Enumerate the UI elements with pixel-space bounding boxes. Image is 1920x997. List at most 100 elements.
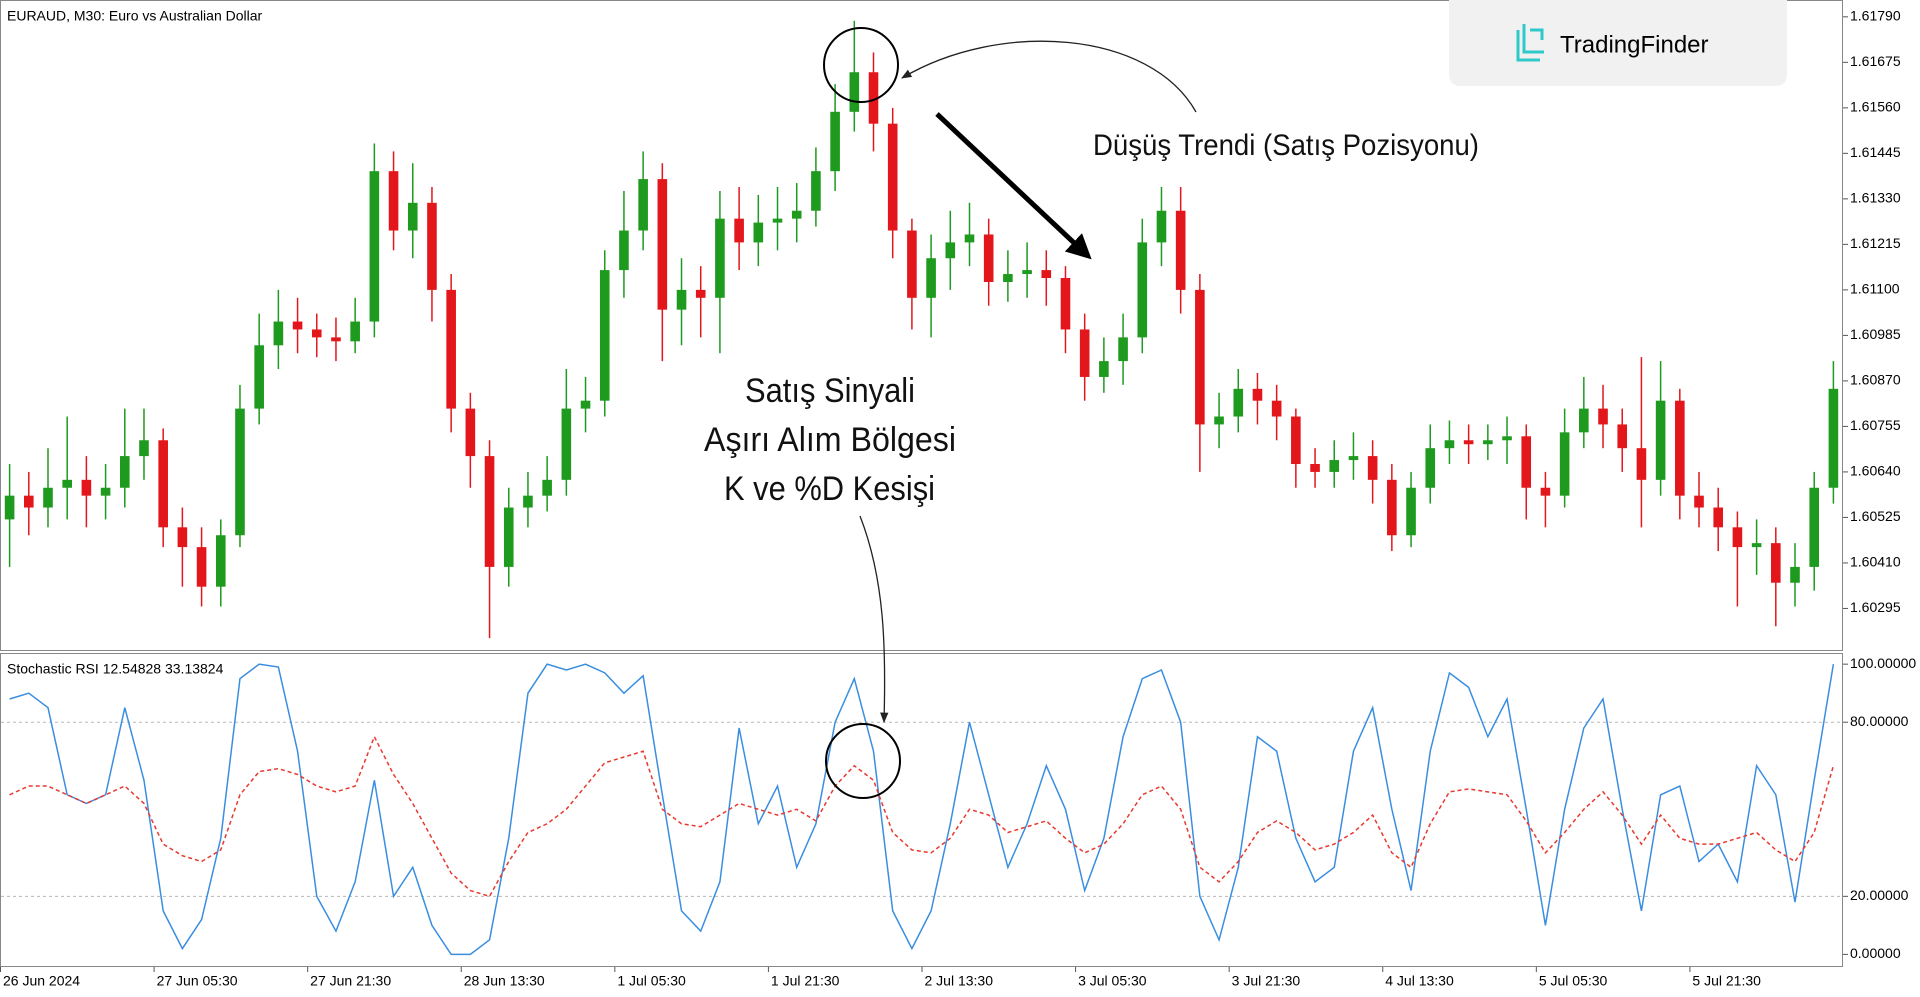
x-tick-label: 27 Jun 21:30: [310, 973, 391, 989]
x-tick-label: 2 Jul 13:30: [925, 973, 994, 989]
candle-body: [1579, 408, 1589, 433]
indicator-frame: [0, 653, 1843, 967]
y-tick-label: 0.00000: [1850, 945, 1901, 961]
candle-body: [1617, 424, 1628, 449]
candle-body: [561, 408, 572, 480]
candle-body: [695, 289, 706, 298]
y-tick-label: 1.60640: [1850, 463, 1901, 479]
candle-body: [254, 345, 264, 409]
logo-text: TradingFinder: [1560, 31, 1709, 58]
candle-body: [1195, 289, 1205, 425]
candle-body: [1041, 270, 1052, 279]
candle-body: [830, 111, 840, 172]
candle-body: [1463, 440, 1474, 445]
y-tick-label: 1.60525: [1850, 508, 1901, 524]
callout-arrow: [859, 515, 889, 724]
candle-body: [753, 222, 764, 243]
candle-body: [484, 456, 495, 567]
candle-body: [1675, 400, 1685, 496]
annotation: Düşüş Trendi (Satış Pozisyonu): [1093, 129, 1479, 162]
candle-body: [1771, 543, 1781, 583]
candle-body: [465, 408, 476, 457]
y-tick-label: 100.00000: [1850, 655, 1916, 671]
y-tick-label: 1.61445: [1850, 144, 1901, 160]
candle-body: [638, 179, 648, 231]
candle-body: [1118, 337, 1128, 362]
candle-body: [23, 495, 34, 508]
x-tick-label: 4 Jul 13:30: [1385, 973, 1454, 989]
candle-body: [139, 440, 149, 457]
candle-body: [657, 179, 668, 310]
candle-body: [1502, 436, 1512, 441]
candle-body: [1636, 448, 1647, 480]
candle-body: [734, 218, 744, 243]
y-tick-label: 1.60410: [1850, 554, 1901, 570]
candle-body: [715, 218, 725, 298]
candle-body: [926, 258, 936, 298]
candle-body: [100, 487, 111, 496]
candle-body: [292, 321, 303, 330]
x-tick-label: 1 Jul 05:30: [617, 973, 686, 989]
candle-body: [1003, 274, 1013, 282]
candle-body: [1233, 388, 1244, 417]
candle-body: [1348, 456, 1359, 461]
y-tick-label: 80.00000: [1850, 713, 1909, 729]
callout-arrow: [901, 40, 1197, 113]
candle-body: [1214, 416, 1224, 425]
candle-body: [1694, 495, 1704, 508]
candle-body: [196, 547, 207, 587]
y-tick-label: 1.60295: [1850, 599, 1901, 615]
candle-body: [1310, 464, 1320, 472]
candle-body: [1732, 527, 1743, 548]
candle-body: [119, 456, 130, 488]
candle-body: [1406, 487, 1416, 536]
logo: TradingFinder: [1449, 0, 1787, 86]
candle-body: [1655, 400, 1666, 480]
candle-body: [849, 72, 860, 112]
candle-body: [388, 171, 399, 231]
candle-body: [350, 321, 360, 342]
x-tick-label: 5 Jul 21:30: [1692, 973, 1761, 989]
price-panel: 1.61790 1.61675 1.61560 1.61445 1.61330 1.612…: [4, 8, 1901, 639]
candle-body: [907, 230, 917, 298]
candle-body: [427, 202, 437, 290]
candle-body: [1425, 448, 1436, 488]
highlight-circle: [825, 723, 901, 799]
y-tick-label: 20.00000: [1850, 887, 1909, 903]
candle-body: [1137, 242, 1148, 338]
candle-body: [62, 479, 72, 488]
candle-body: [1387, 479, 1397, 536]
annotation: K ve %D Kesişi: [724, 470, 935, 508]
candle-body: [43, 487, 53, 508]
x-tick-label: 28 Jun 13:30: [464, 973, 545, 989]
candle-body: [331, 337, 341, 342]
y-tick-label: 1.61100: [1850, 281, 1900, 297]
x-tick-label: 3 Jul 21:30: [1232, 973, 1301, 989]
candle-body: [542, 479, 552, 496]
y-tick-label: 1.61215: [1850, 235, 1901, 251]
candle-body: [1156, 210, 1167, 243]
candle-body: [1329, 460, 1340, 472]
candle-body: [523, 495, 533, 508]
candle-body: [1367, 456, 1378, 480]
candle-body: [599, 270, 610, 401]
candle-body: [1483, 440, 1493, 445]
candle-body: [1713, 507, 1724, 528]
candle-body: [4, 495, 15, 520]
candle-body: [619, 230, 629, 271]
candle-body: [1598, 408, 1608, 425]
y-tick-label: 1.60755: [1850, 417, 1901, 433]
candle-body: [1271, 400, 1282, 417]
candle-body: [811, 171, 821, 211]
candle-body: [446, 289, 456, 409]
candle-body: [158, 440, 168, 528]
candle-body: [1022, 270, 1032, 275]
x-tick-label: 5 Jul 05:30: [1539, 973, 1608, 989]
x-tick-label: 1 Jul 21:30: [771, 973, 840, 989]
x-tick-label: 27 Jun 05:30: [157, 973, 238, 989]
candle-body: [177, 527, 188, 548]
candle-body: [215, 535, 226, 587]
logo-box: [1449, 0, 1787, 86]
chart-title: EURAUD, M30: Euro vs Australian Dollar: [7, 8, 263, 24]
